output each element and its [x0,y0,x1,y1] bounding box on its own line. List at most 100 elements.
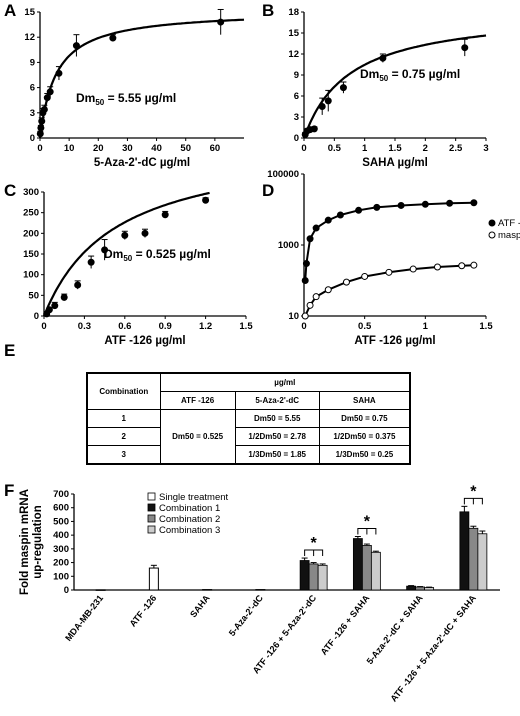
data-point [301,277,309,284]
x-tick-label: 1.5 [388,143,402,154]
legend-marker [488,231,496,239]
x-tick-label: 0 [41,321,46,332]
y-tick-label: 15 [288,28,299,39]
y-tick-label: 600 [53,503,69,514]
table-cell-saha: Dm50 = 0.75 [318,409,411,428]
x-category-label: ATF -126 + 5-Aza-2'-dC [251,593,319,676]
bar-combination-3 [477,533,488,591]
panel-label-b: B [262,1,274,20]
data-point [217,18,225,26]
data-point [361,272,369,280]
y-tick-label: 200 [53,558,69,569]
y-tick-label: 6 [30,83,35,94]
x-axis-label-a: 5-Aza-2'-dC µg/ml [94,157,190,169]
data-point [306,301,314,309]
y-tick-label: 200 [23,228,39,239]
bar-single [255,589,266,591]
significance-star: * [364,514,371,531]
y-tick-label: 10 [288,311,299,322]
data-point [37,124,45,132]
data-point [161,211,169,219]
x-tick-label: 50 [180,143,191,154]
data-point [373,203,381,211]
data-point [51,302,59,310]
legend-swatch [147,514,156,523]
data-point [318,103,326,110]
bar-combination-1 [459,511,470,591]
bar-combination-2 [415,586,426,591]
x-category-label: SAHA [188,593,212,620]
data-point [101,246,109,254]
data-point [470,199,478,207]
x-category-label: MDA-MB-231 [63,593,105,643]
combination-table: Combination µg/ml ATF -126 5-Aza-2'-dC S… [86,372,411,465]
y-tick-label: 18 [288,7,299,18]
y-tick-label: 15 [24,7,35,18]
y-tick-label: 50 [28,290,39,301]
bar-combination-3 [370,551,381,591]
data-point [312,293,320,301]
data-point [109,34,117,42]
bar-combination-3 [317,564,328,591]
dm50-annotation-c: Dm50 = 0.525 µg/ml [104,247,211,263]
data-point [339,84,347,92]
data-point [446,199,454,207]
data-point [397,201,405,209]
legend-label: maspin [498,230,520,241]
data-point [433,263,441,271]
table-row-id: 1 [86,409,161,428]
data-point [310,125,318,133]
y-tick-label: 400 [53,530,69,541]
y-tick-label: 100000 [267,169,299,180]
table-cell-saha: 1/2Dm50 = 0.375 [318,427,411,446]
table-header-unit: µg/ml [159,372,411,392]
dm50-annotation-b: Dm50 = 0.75 µg/ml [360,67,460,83]
x-tick-label: 2 [423,143,428,154]
series-line [304,201,474,281]
x-tick-label: 0.6 [118,321,131,332]
table-row-id: 2 [86,427,161,446]
legend-label: ATF -126 [498,218,520,229]
panel-label-e: E [4,341,15,360]
bar-combination-1 [352,538,363,591]
x-axis-label-b: SAHA µg/ml [362,157,428,169]
data-point [43,94,51,102]
y-tick-label: 0 [30,133,35,144]
legend-swatch [147,503,156,512]
data-point [379,54,387,62]
x-axis-label-c: ATF -126 µg/ml [104,335,185,347]
x-tick-label: 3 [483,143,488,154]
x-tick-label: 0 [37,143,42,154]
data-point [60,293,68,301]
x-tick-label: 30 [122,143,133,154]
y-tick-label: 9 [30,57,35,68]
y-tick-label: 1000 [278,240,299,251]
y-tick-label: 300 [53,544,69,555]
x-category-label: ATF -126 + 5-Aza-2'-dC + SAHA [388,593,478,704]
y-tick-label: 250 [23,208,39,219]
panel-label-d: D [262,181,274,200]
y-tick-label: 100 [53,571,69,582]
y-tick-label: 6 [294,91,299,102]
data-point [46,88,54,96]
y-tick-label: 300 [23,187,39,198]
y-tick-label: 150 [23,249,39,260]
table-header-atf: ATF -126 [159,391,236,410]
x-tick-label: 0.5 [328,143,342,154]
bar-single [202,589,213,591]
data-point [355,206,363,214]
data-point [36,130,44,138]
legend-label: Combination 2 [159,514,220,525]
table-cell-saha: 1/3Dm50 = 0.25 [318,445,411,465]
significance-star: * [470,483,477,500]
data-point [385,268,393,276]
data-point [470,261,478,269]
x-tick-label: 1.2 [199,321,212,332]
x-axis-label-d: ATF -126 µg/ml [354,335,435,347]
bar-combination-1 [406,585,417,591]
fit-curve-a [38,18,245,139]
x-category-label: 5-Aza-2'-dC [227,593,265,638]
fit-curve-c [42,191,210,317]
data-point [302,260,310,268]
y-tick-label: 0 [294,133,299,144]
